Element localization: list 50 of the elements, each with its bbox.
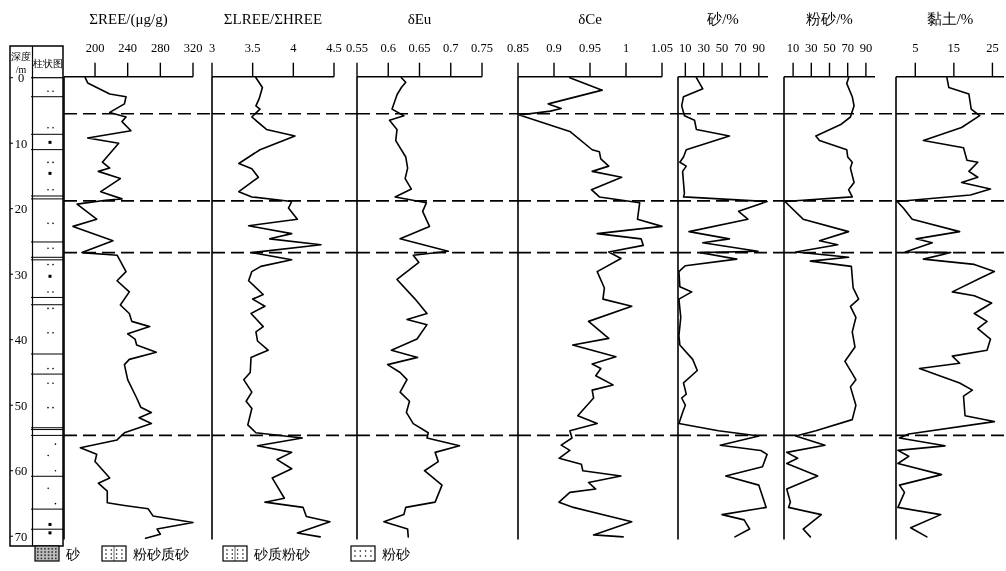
x-tick-label: 240 bbox=[118, 41, 138, 55]
x-tick-label: 200 bbox=[85, 41, 105, 55]
x-tick-label: 90 bbox=[752, 41, 766, 55]
x-tick-label: 0.9 bbox=[546, 41, 562, 55]
chart-title: δCe bbox=[578, 11, 603, 27]
x-tick-label: 3 bbox=[208, 41, 216, 55]
x-tick-label: 3.5 bbox=[244, 41, 261, 55]
x-tick-label: 70 bbox=[841, 41, 854, 55]
text: 柱状图 bbox=[33, 58, 63, 69]
x-tick-label: 0.85 bbox=[507, 41, 529, 55]
x-tick-label: 70 bbox=[734, 41, 747, 55]
y-tick-label: 70 bbox=[14, 529, 28, 544]
x-tick-label: 25 bbox=[986, 41, 999, 55]
y-tick-label: 20 bbox=[14, 202, 28, 217]
x-tick-label: 4.5 bbox=[326, 41, 342, 55]
x-tick-label: 5 bbox=[912, 41, 919, 55]
x-tick-label: 280 bbox=[150, 41, 170, 55]
x-tick-label: 90 bbox=[859, 41, 873, 55]
text: 粉砂 bbox=[382, 547, 410, 562]
x-tick-label: 0.55 bbox=[346, 41, 368, 55]
x-tick-label: 15 bbox=[947, 41, 961, 55]
x-tick-label: 50 bbox=[823, 41, 836, 55]
x-tick-label: 1.05 bbox=[651, 41, 673, 55]
x-tick-label: 10 bbox=[786, 41, 800, 55]
y-tick-label: 40 bbox=[14, 333, 28, 348]
x-tick-label: 0.7 bbox=[442, 41, 459, 55]
x-tick-label: 1 bbox=[622, 41, 630, 55]
x-tick-label: 30 bbox=[697, 41, 710, 55]
y-tick-label: 30 bbox=[14, 267, 28, 282]
chart-title: ΣREE/(μg/g) bbox=[89, 11, 168, 28]
text: 粉砂质砂 bbox=[133, 547, 189, 562]
x-tick-label: 320 bbox=[183, 41, 203, 55]
x-tick-label: 0.6 bbox=[380, 41, 397, 55]
text: 砂 bbox=[65, 547, 80, 562]
x-tick-label: 0.95 bbox=[579, 41, 601, 55]
chart-title: 黏土/% bbox=[926, 11, 974, 27]
x-tick-label: 0.75 bbox=[471, 41, 493, 55]
chart-title: ΣLREE/ΣHREE bbox=[223, 11, 323, 27]
y-tick-label: 60 bbox=[14, 464, 28, 479]
x-tick-label: 0.65 bbox=[408, 41, 431, 55]
text: 砂质粉砂 bbox=[253, 547, 310, 562]
chart-title: 粉砂/% bbox=[806, 11, 853, 27]
x-tick-label: 10 bbox=[679, 41, 692, 55]
y-tick-label: 50 bbox=[14, 398, 28, 413]
x-tick-label: 4 bbox=[290, 41, 298, 55]
chart-title: δEu bbox=[407, 11, 432, 27]
y-tick-label: 10 bbox=[14, 136, 28, 151]
chart-title: 砂/% bbox=[706, 11, 739, 27]
x-tick-label: 50 bbox=[715, 41, 729, 55]
x-tick-label: 30 bbox=[805, 41, 818, 55]
